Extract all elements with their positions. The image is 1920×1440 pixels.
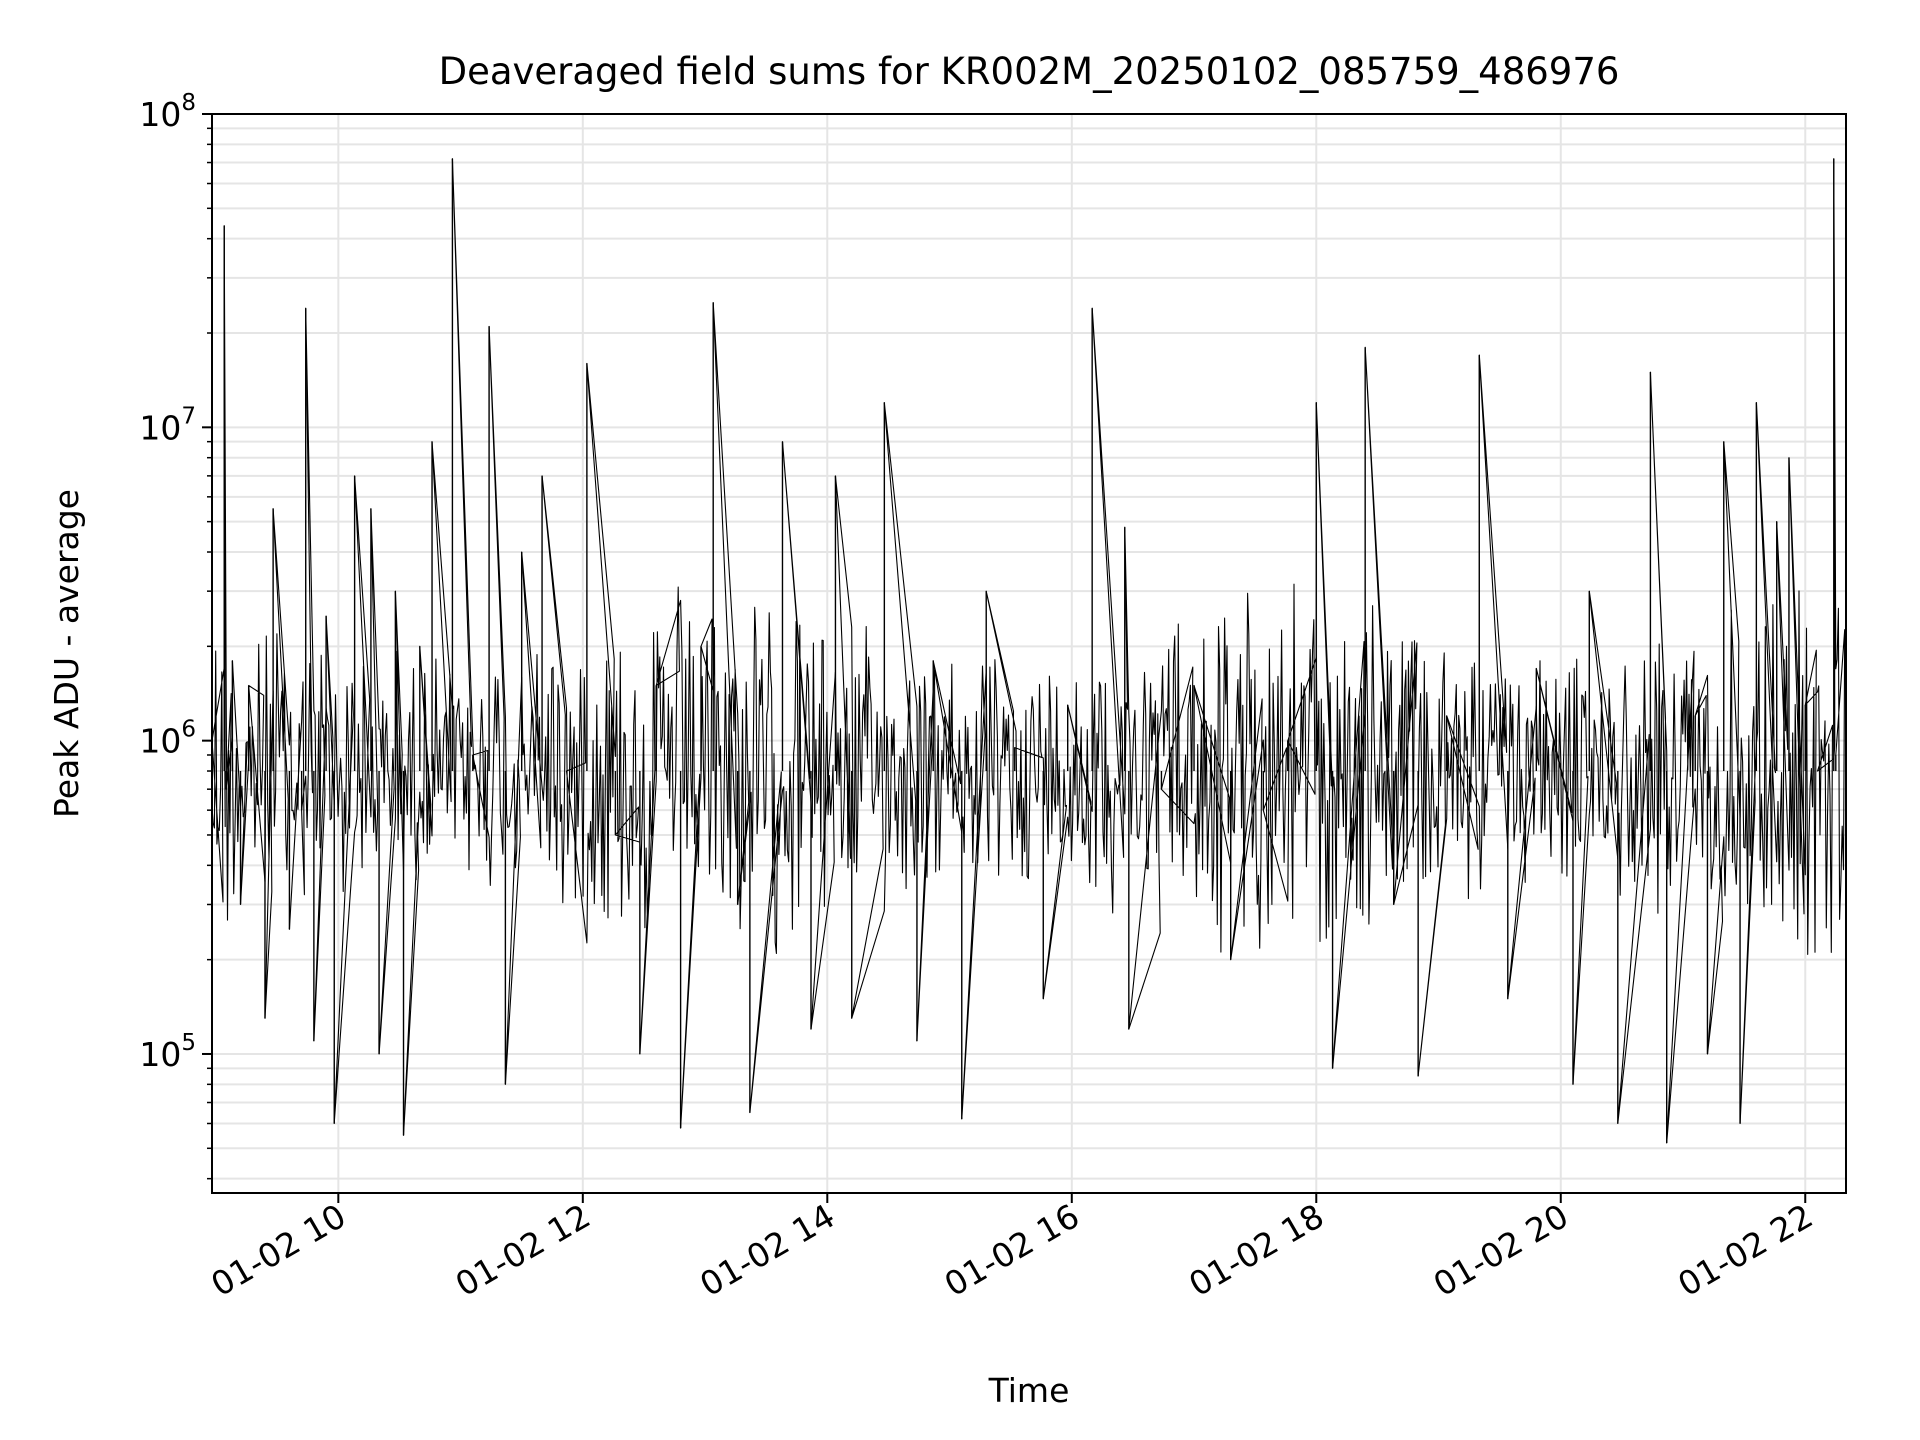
- series-group: [212, 158, 1846, 1144]
- chart-title: Deaveraged field sums for KR002M_2025010…: [439, 50, 1620, 93]
- y-axis-label: Peak ADU - average: [47, 489, 86, 818]
- y-tick-label: 105: [139, 1030, 196, 1074]
- plot-frame: [211, 113, 1847, 1194]
- series-layer: [212, 158, 1846, 1144]
- y-tick-base: 10: [139, 1035, 181, 1074]
- series-noise-band: [212, 158, 1846, 1144]
- y-tick-exponent: 5: [181, 1030, 196, 1056]
- y-tick-base: 10: [139, 95, 181, 134]
- y-tick-label: 107: [139, 403, 196, 447]
- y-tick-exponent: 8: [181, 90, 196, 116]
- y-tick-exponent: 7: [181, 403, 196, 429]
- x-axis-label: Time: [988, 1371, 1070, 1410]
- y-tick-label: 106: [139, 717, 196, 761]
- y-tick-base: 10: [139, 408, 181, 447]
- y-tick-base: 10: [139, 722, 181, 761]
- y-tick-exponent: 6: [181, 717, 196, 743]
- y-tick-label: 108: [139, 90, 196, 134]
